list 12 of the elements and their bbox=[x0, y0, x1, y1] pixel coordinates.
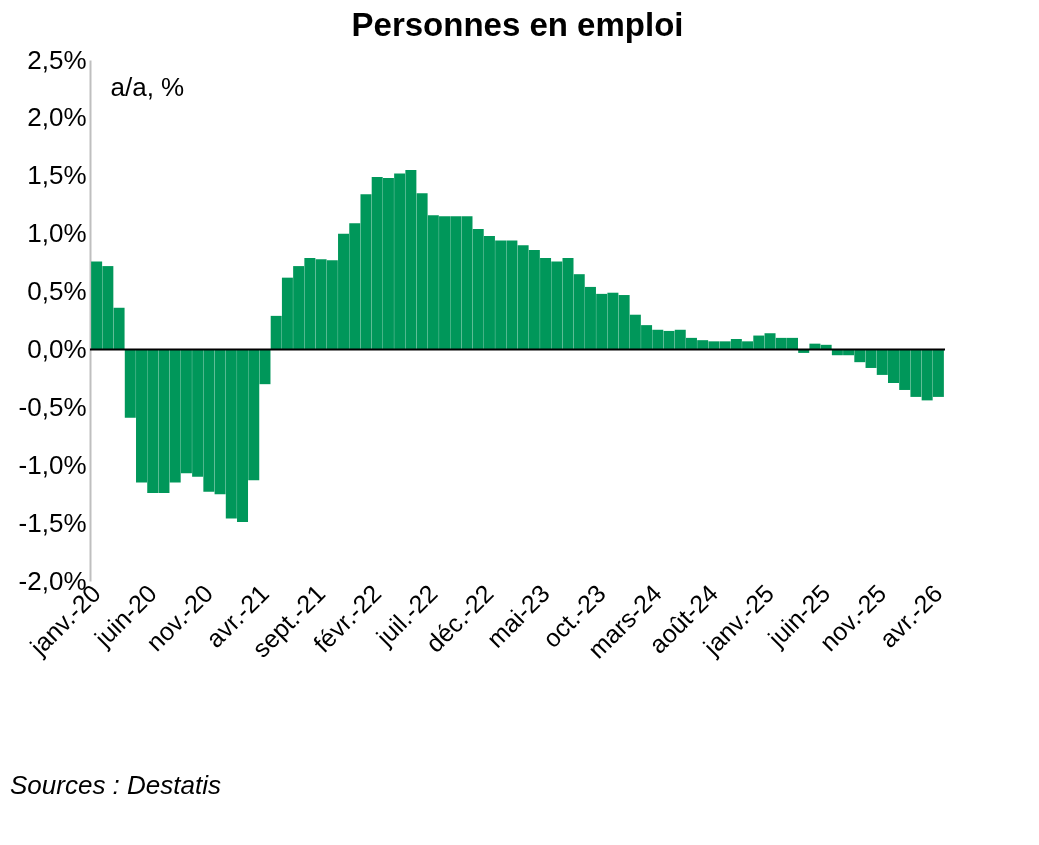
y-tick-label: 2,5% bbox=[27, 44, 87, 75]
y-tick-label: -1,0% bbox=[18, 449, 87, 480]
y-tick-label: 1,0% bbox=[27, 218, 87, 249]
source-note: Sources : Destatis bbox=[10, 770, 221, 800]
y-tick-label: 2,0% bbox=[27, 102, 87, 133]
y-tick-label: 0,0% bbox=[27, 333, 87, 364]
y-tick-label: 0,5% bbox=[27, 276, 87, 307]
y-tick-label: -0,5% bbox=[18, 391, 87, 422]
y-axis-title: a/a, % bbox=[110, 71, 185, 102]
y-tick-label: -1,5% bbox=[18, 507, 87, 538]
y-tick-label: 1,5% bbox=[27, 160, 87, 191]
chart-title: Personnes en emploi bbox=[351, 6, 684, 43]
